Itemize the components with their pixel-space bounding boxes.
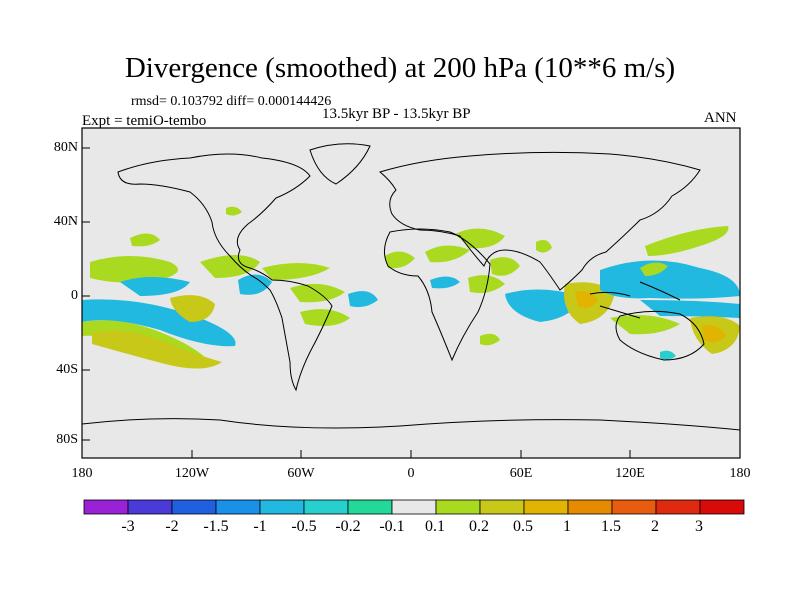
colorbar-swatch (347, 499, 393, 515)
anomaly-positive (290, 283, 345, 303)
colorbar-swatch (699, 499, 745, 515)
x-tick-label: 60E (509, 466, 533, 481)
anomaly-positive (385, 251, 415, 269)
colorbar-swatch (171, 499, 217, 515)
colorbar-swatch (127, 499, 173, 515)
colorbar-label: 0.2 (469, 518, 489, 535)
coast-americas (117, 153, 333, 392)
colorbar-swatch (303, 499, 349, 515)
anomaly-regions (82, 206, 740, 369)
y-tick-label: 80N (53, 140, 78, 155)
colorbar-swatch (259, 499, 305, 515)
colorbar-swatch (611, 499, 657, 515)
axis-ticks (81, 147, 741, 458)
anomaly-negative (505, 289, 580, 322)
anomaly-positive (226, 206, 242, 216)
coastlines (81, 143, 741, 431)
anomaly-positive (490, 257, 520, 276)
anomaly-positive (92, 330, 222, 369)
anomaly-negative (120, 277, 190, 296)
y-tick-label: 0 (71, 288, 78, 303)
y-tick-label: 40S (56, 362, 78, 377)
colorbar-swatch (567, 499, 613, 515)
anomaly-positive (536, 240, 552, 253)
colorbar-label: 0.5 (513, 518, 533, 535)
anomaly-negative (238, 274, 272, 295)
coast-antarctica (81, 418, 741, 431)
anomaly-positive (130, 233, 160, 247)
anomaly-positive (468, 275, 505, 293)
colorbar-label: 0.1 (425, 518, 445, 535)
anomaly-positive (645, 226, 729, 256)
anomaly-positive (702, 325, 726, 343)
period-label: 13.5kyr BP - 13.5kyr BP (322, 106, 471, 122)
colorbar-swatch (391, 499, 437, 515)
coast-australia (615, 310, 705, 361)
anomaly-negative (640, 300, 740, 318)
anomaly-positive (455, 228, 505, 249)
colorbar-swatch (655, 499, 701, 515)
anomaly-positive (200, 255, 260, 278)
anomaly-positive (575, 291, 598, 308)
anomaly-negative (660, 350, 676, 360)
colorbar-label: -0.5 (291, 518, 317, 535)
anomaly-negative (600, 260, 740, 299)
colorbar-label: -0.1 (379, 518, 405, 535)
anomaly-negative (348, 291, 378, 308)
colorbar-swatch (215, 499, 261, 515)
anomaly-positive (480, 333, 500, 346)
x-tick-label: 180 (729, 466, 751, 481)
x-tick-label: 180 (71, 466, 93, 481)
anomaly-positive (262, 263, 330, 280)
colorbar-label: -1.5 (203, 518, 229, 535)
x-tick-label: 120E (615, 466, 645, 481)
colorbar-swatch (523, 499, 569, 515)
colorbar-label: -1 (253, 518, 267, 535)
coast-africa (384, 228, 491, 362)
x-tick-label: 0 (407, 466, 415, 481)
experiment-label: Expt = temiO-tembo (82, 113, 207, 129)
season-label: ANN (704, 110, 737, 126)
anomaly-positive (610, 315, 680, 335)
anomaly-positive (640, 262, 668, 276)
colorbar-label: 2 (651, 518, 659, 535)
plot-title: Divergence (smoothed) at 200 hPa (10**6 … (124, 52, 676, 84)
rmsd-diff-stats: rmsd= 0.103792 diff= 0.000144426 (131, 94, 332, 109)
anomaly-negative (430, 276, 460, 289)
colorbar-swatch (83, 499, 129, 515)
anomaly-negative (82, 299, 236, 347)
colorbar-label: 1 (563, 518, 571, 535)
colorbar-label: -2 (165, 518, 179, 535)
anomaly-positive (300, 309, 350, 326)
anomaly-positive (170, 295, 215, 322)
colorbar-label: 3 (695, 518, 703, 535)
colorbar-label: -0.2 (335, 518, 361, 535)
coast-maritime-continent (589, 281, 681, 319)
colorbar-swatch (435, 499, 481, 515)
colorbar-label: 1.5 (601, 518, 621, 535)
coast-greenland (309, 143, 371, 185)
x-tick-label: 120W (174, 466, 210, 481)
colorbar-label: -3 (121, 518, 135, 535)
colorbar-swatch (479, 499, 525, 515)
y-tick-label: 80S (56, 432, 78, 447)
anomaly-positive (90, 256, 178, 283)
x-tick-label: 60W (287, 466, 315, 481)
anomaly-positive (425, 245, 470, 263)
colorbar (83, 499, 745, 515)
y-tick-label: 40N (53, 214, 78, 229)
